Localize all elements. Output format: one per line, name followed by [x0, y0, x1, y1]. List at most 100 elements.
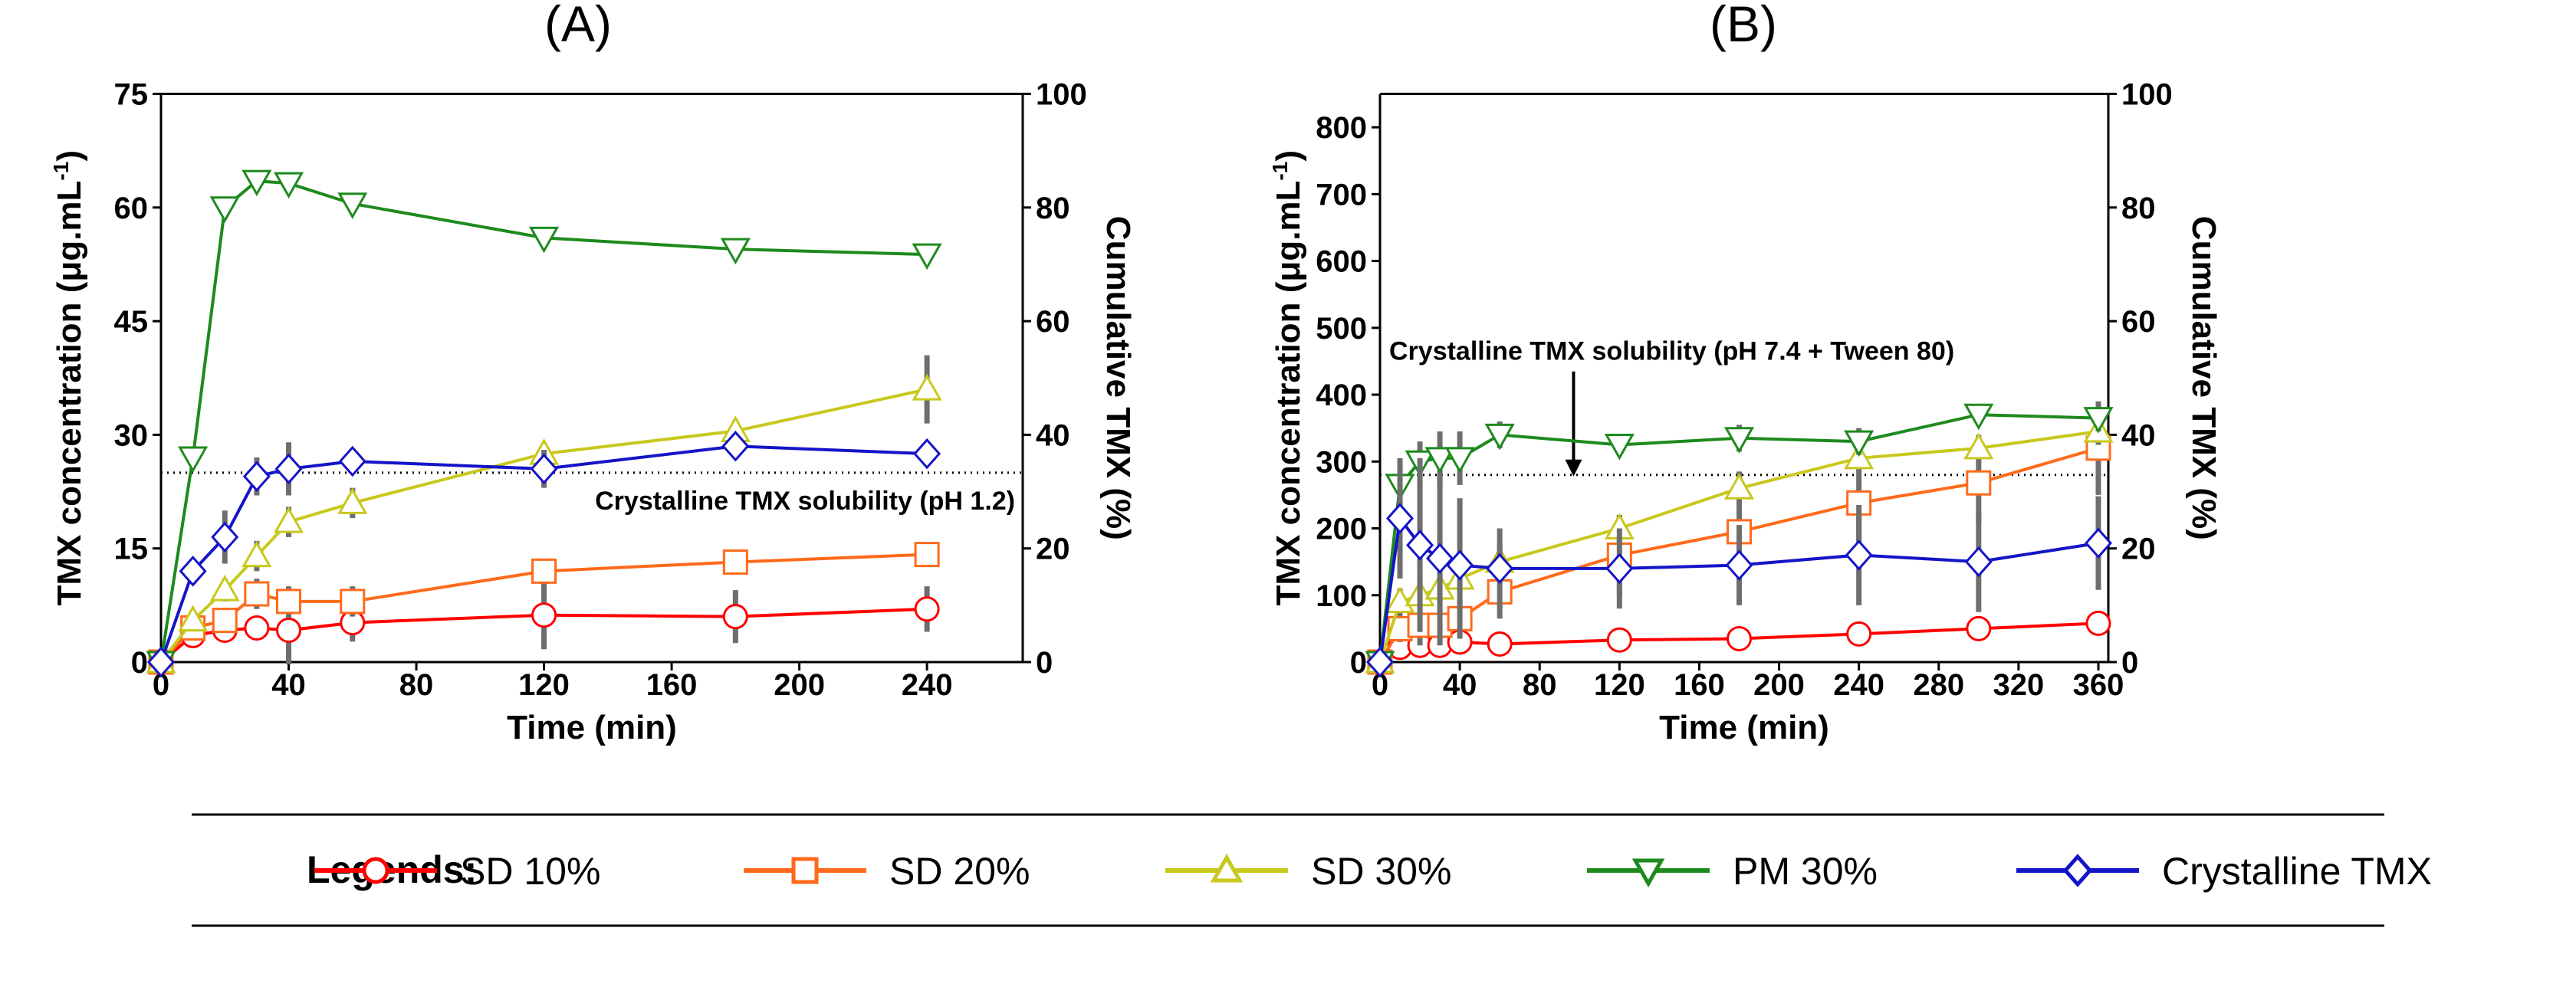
y-tick-label-right: 60: [1036, 305, 1070, 339]
panel-title: (B): [1710, 0, 1777, 52]
series-sd-10-: [1367, 610, 2111, 675]
y-tick-label-left: 300: [1316, 445, 1367, 479]
y-tick-label-right: 40: [2121, 418, 2156, 452]
data-point: [1963, 403, 1994, 431]
data-point: [209, 196, 240, 223]
y-tick-label-left: 45: [114, 305, 149, 339]
data-point: [1406, 530, 1434, 561]
data-point: [1964, 546, 1993, 578]
legend-label: PM 30%: [1733, 850, 1878, 893]
y-tick-label-right: 40: [1036, 418, 1070, 452]
data-point: [1963, 432, 1994, 460]
legend-item-sd-10-: SD 10%: [314, 850, 600, 893]
y-tick-label-right: 80: [2121, 192, 2156, 225]
y-tick-label-left: 700: [1316, 178, 1367, 211]
data-point: [1424, 447, 1455, 474]
data-point: [178, 605, 209, 632]
x-tick-label: 120: [1594, 668, 1645, 702]
data-point: [1966, 470, 1992, 496]
data-point: [1426, 543, 1454, 575]
data-point: [720, 238, 751, 265]
legend-marker: [791, 857, 819, 884]
y-tick-label-right: 60: [2121, 305, 2156, 339]
data-point: [276, 617, 302, 643]
data-point: [244, 581, 270, 607]
legend-label: SD 30%: [1311, 850, 1451, 893]
data-point: [337, 192, 368, 219]
series-crystalline-tmx: [1365, 457, 2112, 678]
data-point: [1386, 503, 1414, 534]
data-point: [179, 556, 207, 587]
legend-label: SD 20%: [889, 850, 1030, 893]
data-point: [1725, 549, 1753, 581]
y-axis-title-right: Cumulative TMX (%): [2185, 216, 2223, 540]
panel-a: (A) 0 40 80 120 160 200 240 0 15 30 45 60 75 0 20 40 60 80…: [49, 0, 1137, 746]
y-tick-label-left: 400: [1316, 379, 1367, 412]
data-point: [722, 549, 748, 575]
x-tick-label: 40: [1443, 668, 1477, 702]
legend-marker: [1210, 853, 1244, 883]
x-tick-label: 160: [646, 668, 698, 702]
x-tick-label: 80: [1523, 668, 1557, 702]
x-tick-label: 240: [1833, 668, 1884, 702]
y-tick-label-right: 0: [2121, 646, 2138, 680]
data-point: [1487, 631, 1513, 657]
data-point: [209, 575, 240, 602]
y-tick-label-right: 80: [1036, 192, 1070, 225]
data-point: [1604, 433, 1635, 461]
data-point: [1365, 646, 1395, 678]
data-point: [338, 445, 366, 477]
data-point: [273, 507, 304, 533]
data-point: [1446, 549, 1474, 581]
y-tick-label-left: 0: [1350, 646, 1367, 680]
y-tick-label-left: 600: [1316, 245, 1367, 279]
data-point: [276, 589, 302, 615]
data-point: [1723, 427, 1755, 454]
y-tick-label-right: 100: [2121, 78, 2173, 112]
solubility-annotation: Crystalline TMX solubility (pH 7.4 + Twe…: [1389, 337, 1954, 366]
y-tick-label-right: 20: [1036, 533, 1070, 566]
x-tick-label: 40: [271, 668, 306, 702]
y-tick-label-left: 75: [114, 78, 149, 112]
panel-b: (B)0 40 80 120 160 200 240 280 320 36001002003004…: [1268, 0, 2223, 746]
legend-marker: [2062, 854, 2093, 887]
legend-item-pm-30-: PM 30%: [1587, 850, 1878, 893]
data-point: [1845, 539, 1873, 571]
data-point: [722, 604, 748, 630]
data-point: [1484, 423, 1515, 451]
x-tick-label: 200: [774, 668, 825, 702]
data-point: [211, 521, 239, 553]
data-point: [912, 374, 942, 401]
data-point: [1486, 552, 1514, 585]
x-tick-label: 280: [1913, 668, 1964, 702]
data-point: [1444, 447, 1475, 474]
data-point: [244, 615, 270, 641]
legend-label: Crystalline TMX: [2162, 850, 2432, 893]
y-tick-label-right: 100: [1036, 78, 1087, 112]
y-tick-label-left: 500: [1316, 312, 1367, 346]
y-tick-label-left: 0: [131, 646, 148, 680]
data-point: [1606, 627, 1632, 653]
data-point: [1605, 552, 1634, 585]
x-tick-label: 160: [1674, 668, 1725, 702]
y-tick-label-left: 200: [1316, 513, 1367, 546]
legend-marker: [1631, 858, 1665, 888]
legend-item-sd-30-: SD 30%: [1165, 850, 1451, 893]
legend-label: SD 10%: [460, 850, 600, 893]
y-axis-title-right: Cumulative TMX (%): [1099, 216, 1137, 540]
data-point: [531, 602, 557, 628]
series-crystalline-tmx: [146, 430, 941, 678]
data-point: [1723, 473, 1755, 500]
x-tick-label: 200: [1753, 668, 1805, 702]
data-point: [242, 540, 272, 568]
annotation-arrow-head: [1565, 459, 1582, 477]
data-point: [2085, 610, 2111, 636]
x-tick-label: 240: [902, 668, 953, 702]
panel-title: (A): [544, 0, 612, 52]
y-axis-title-left: TMX concentration (μg.mL-1): [49, 150, 88, 605]
x-tick-label: 120: [518, 668, 570, 702]
data-point: [1726, 625, 1752, 651]
x-tick-label: 80: [399, 668, 434, 702]
data-point: [2084, 527, 2112, 559]
